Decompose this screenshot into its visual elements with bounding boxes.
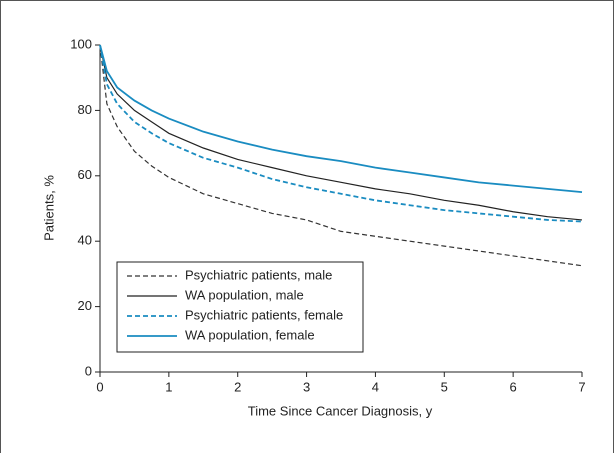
legend-label: WA population, male xyxy=(185,287,304,302)
x-tick-label: 7 xyxy=(578,379,585,394)
y-tick-label: 80 xyxy=(78,102,92,117)
x-tick-label: 0 xyxy=(96,379,103,394)
y-tick-label: 20 xyxy=(78,298,92,313)
x-axis-label: Time Since Cancer Diagnosis, y xyxy=(248,403,433,418)
y-axis-label: Patients, % xyxy=(41,175,56,241)
legend-label: Psychiatric patients, female xyxy=(185,307,343,322)
series-line xyxy=(99,44,583,223)
legend-box xyxy=(116,261,364,353)
y-tick-label: 100 xyxy=(70,36,92,51)
series-line xyxy=(99,44,583,194)
x-tick-label: 1 xyxy=(165,379,172,394)
series-line xyxy=(99,44,583,221)
x-tick-label: 4 xyxy=(372,379,379,394)
y-tick-label: 60 xyxy=(78,167,92,182)
x-tick-label: 3 xyxy=(303,379,310,394)
x-tick-label: 2 xyxy=(234,379,241,394)
x-tick-label: 5 xyxy=(441,379,448,394)
y-tick-label: 40 xyxy=(78,233,92,248)
y-tick-label: 0 xyxy=(85,363,92,378)
legend-label: WA population, female xyxy=(185,327,315,342)
x-tick-label: 6 xyxy=(510,379,517,394)
series-line xyxy=(99,44,583,267)
legend-label: Psychiatric patients, male xyxy=(185,267,332,282)
